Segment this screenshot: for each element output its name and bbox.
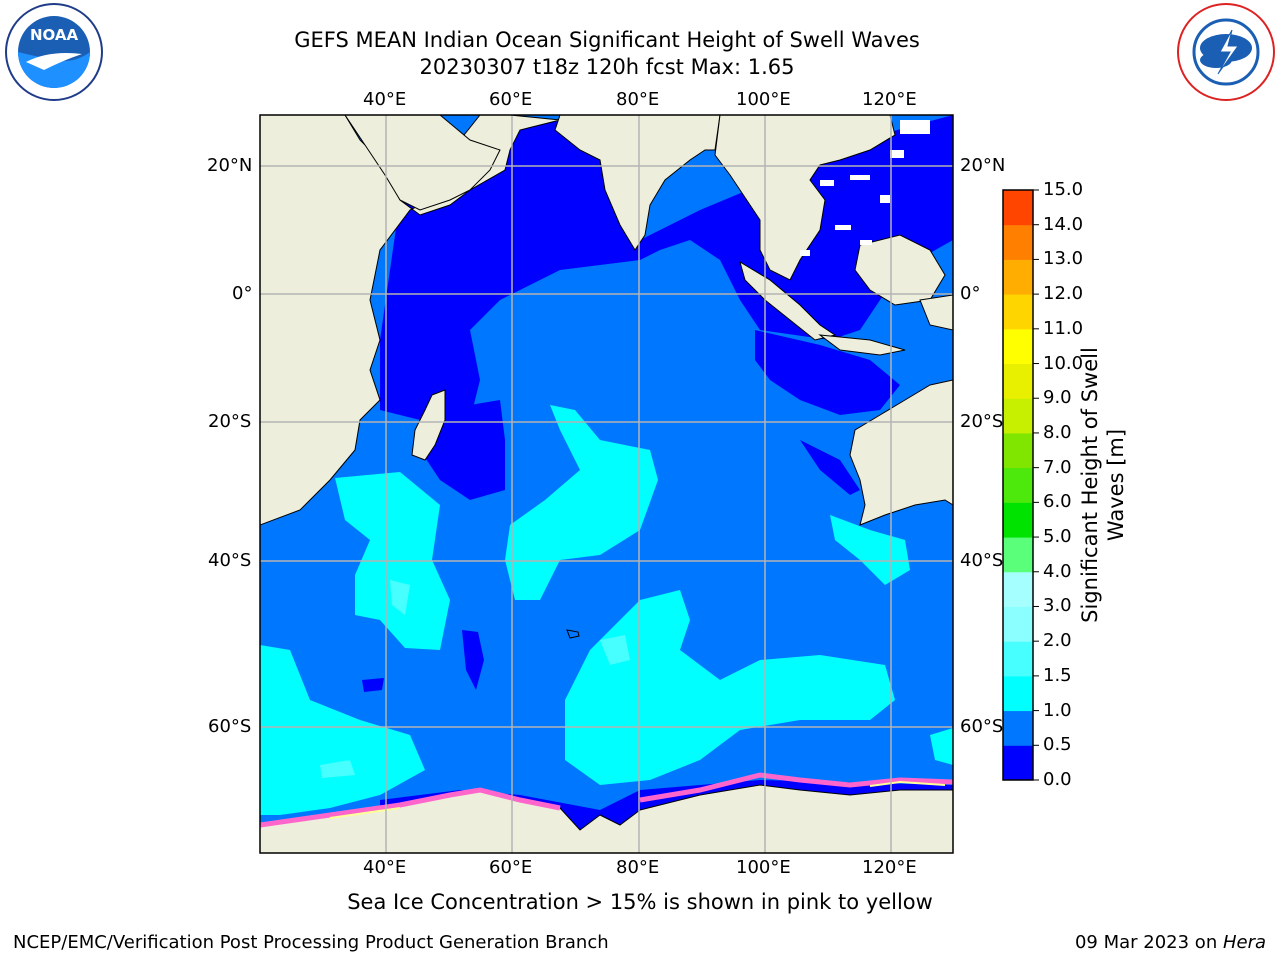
cyan-south-central	[565, 590, 895, 785]
footer-host: Hera	[1222, 932, 1266, 953]
land-madagascar	[411, 389, 446, 461]
cyan-southwest	[260, 645, 425, 815]
sea-ice-band-yellow	[329, 780, 946, 819]
colorbar-segment	[1003, 675, 1033, 712]
colorbar-tick-label: 15.0	[1043, 179, 1084, 200]
top-lon-label-60e: 60°E	[489, 89, 533, 110]
chart-title: GEFS MEAN Indian Ocean Significant Heigh…	[294, 28, 920, 52]
top-lon-label-40e: 40°E	[363, 89, 407, 110]
colorbar-tick-label: 3.0	[1043, 595, 1072, 617]
left-lat-label-40s: 40°S	[208, 550, 252, 571]
colorbar-tick-label: 4.0	[1043, 560, 1072, 582]
colorbar-segment	[1003, 502, 1033, 538]
colorbar-tick-label: 7.0	[1043, 456, 1072, 478]
sea-ice-band	[260, 772, 953, 828]
colorbar-tick-label: 0.0	[1043, 769, 1072, 790]
light-cyan-patch-3	[320, 760, 355, 778]
deep-blue-australia-west	[755, 330, 900, 415]
colorbar-segment	[1003, 328, 1033, 365]
land-southeast-asia	[714, 115, 896, 281]
land-arabia	[344, 115, 501, 211]
colorbar-segment	[1003, 224, 1033, 260]
bottom-lon-label-80e: 80°E	[616, 857, 660, 878]
bottom-lon-label-120e: 120°E	[862, 857, 917, 878]
colorbar-segment	[1003, 571, 1033, 607]
colorbar-segment	[1003, 710, 1033, 746]
colorbar-tick-label: 10.0	[1043, 352, 1084, 374]
colorbar-segment	[1003, 363, 1033, 399]
colorbar-tick-label: 11.0	[1043, 317, 1084, 339]
gridlines	[260, 115, 953, 853]
colorbar-label: Significant Height of Swell Waves [m]	[1078, 347, 1128, 623]
cyan-central-patch	[505, 405, 658, 600]
left-lat-label-20s: 20°S	[208, 411, 252, 432]
right-lat-label-60s: 60°S	[960, 716, 1004, 737]
noaa-logo-text: NOAA	[30, 26, 79, 44]
land-east-islands	[919, 294, 953, 331]
land-java	[818, 334, 906, 356]
colorbar-tick-label: 6.0	[1043, 491, 1072, 513]
deep-blue-island	[462, 630, 484, 690]
chart-subtitle: 20230307 t18z 120h fcst Max: 1.65	[419, 55, 795, 79]
noaa-logo: NOAA	[5, 3, 103, 101]
bottom-lon-label-40e: 40°E	[363, 857, 407, 878]
map-canvas	[260, 115, 953, 853]
colorbar-segment	[1003, 606, 1033, 642]
footer-date: 09 Mar 2023 on Hera	[1075, 932, 1266, 953]
left-lat-label-20n: 20°N	[207, 155, 253, 176]
cyan-far-east	[930, 728, 953, 765]
kerguelen-island	[566, 629, 580, 639]
land-australia	[849, 379, 953, 526]
colorbar-segment	[1003, 641, 1033, 677]
right-lat-label-20n: 20°N	[960, 155, 1006, 176]
nws-logo	[1177, 3, 1275, 101]
sea-ice-note: Sea Ice Concentration > 15% is shown in …	[347, 890, 933, 914]
footer-branch: NCEP/EMC/Verification Post Processing Pr…	[13, 932, 609, 953]
colorbar-segment	[1003, 467, 1033, 503]
colorbar-segment	[1003, 432, 1033, 469]
colorbar-tick-label: 2.0	[1043, 630, 1072, 652]
bottom-lon-label-100e: 100°E	[736, 857, 791, 878]
colorbar-tick-label: 1.0	[1043, 699, 1072, 721]
colorbar-tick-label: 14.0	[1043, 213, 1084, 235]
map-frame	[259, 114, 954, 854]
right-lat-label-20s: 20°S	[960, 411, 1004, 432]
top-lon-label-80e: 80°E	[616, 89, 660, 110]
footer-date-text: 09 Mar 2023 on	[1074, 932, 1223, 953]
colorbar-segment	[1003, 398, 1033, 434]
colorbar-tick-label: 12.0	[1043, 283, 1084, 305]
top-lon-label-100e: 100°E	[736, 89, 791, 110]
colorbar-tick-label: 0.5	[1043, 734, 1072, 756]
bottom-lon-label-60e: 60°E	[489, 857, 533, 878]
deep-blue-small	[362, 678, 384, 692]
right-lat-label-0: 0°	[960, 283, 981, 304]
colorbar-segment	[1003, 190, 1033, 226]
colorbar-tick-label: 1.5	[1043, 664, 1072, 686]
cyan-east-patch	[830, 515, 910, 585]
colorbar-tick-label: 8.0	[1043, 421, 1072, 443]
colorbar	[1002, 189, 1039, 781]
left-lat-label-0: 0°	[232, 283, 253, 304]
colorbar-segment	[1003, 294, 1033, 330]
no-data-speckle	[800, 120, 930, 256]
colorbar-tick-label: 13.0	[1043, 248, 1084, 270]
colorbar-segment	[1003, 259, 1033, 295]
left-lat-label-60s: 60°S	[208, 716, 252, 737]
top-lon-label-120e: 120°E	[862, 89, 917, 110]
colorbar-tick-label: 5.0	[1043, 526, 1072, 548]
light-cyan-patch-1	[390, 580, 410, 615]
colorbar-segment	[1003, 745, 1033, 781]
right-lat-label-40s: 40°S	[960, 550, 1004, 571]
deep-blue-australia-coast	[800, 440, 860, 495]
colorbar-tick-label: 9.0	[1043, 387, 1072, 409]
colorbar-segment	[1003, 537, 1033, 573]
light-cyan-patch-2	[600, 635, 630, 665]
colorbar-frame	[1002, 189, 1034, 781]
